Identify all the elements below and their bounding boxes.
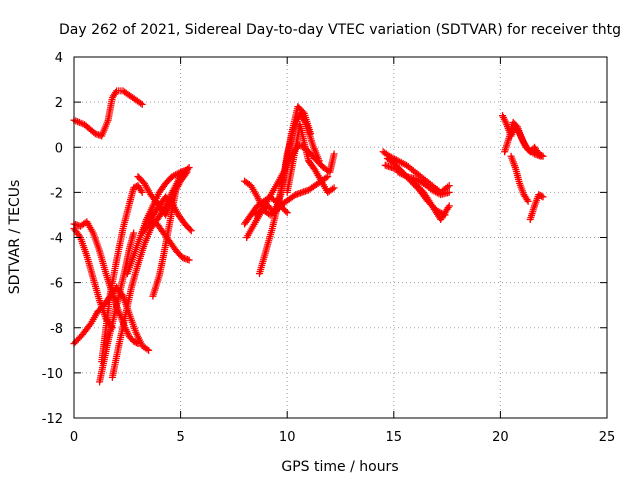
y-tick-label: 4 <box>55 51 63 66</box>
series-arc-24 <box>501 118 547 160</box>
data-point <box>137 99 145 107</box>
y-axis-label: SDTVAR / TECUs <box>7 180 23 295</box>
data-point <box>187 227 195 235</box>
data-point <box>75 232 83 240</box>
data-point <box>145 346 153 354</box>
series-arc-01 <box>70 87 146 140</box>
series-arc-22 <box>394 168 453 199</box>
data-point <box>539 152 547 160</box>
data-point <box>445 188 453 196</box>
series-arc-07 <box>108 164 193 381</box>
y-tick-label: -8 <box>50 322 63 337</box>
data-point <box>134 340 142 348</box>
series-arc-06 <box>70 224 116 332</box>
y-tick-label: -10 <box>42 367 63 382</box>
data-point <box>524 197 532 205</box>
y-tick-label: -2 <box>50 186 63 201</box>
data-point <box>183 166 191 174</box>
data-point <box>329 185 337 193</box>
axis-ticks <box>73 56 608 419</box>
y-tick-label: -12 <box>42 412 63 427</box>
series-arc-18 <box>283 121 338 196</box>
chart-title: Day 262 of 2021, Sidereal Day-to-day VTE… <box>59 22 621 38</box>
series-arc-17 <box>255 103 315 278</box>
data-point <box>107 322 115 330</box>
y-tick-label: -4 <box>50 232 63 247</box>
data-point <box>283 209 291 217</box>
series-arc-12 <box>123 166 191 278</box>
data-point <box>185 256 193 264</box>
data-point <box>322 174 330 182</box>
data-point <box>315 157 323 165</box>
data-point <box>138 188 146 196</box>
x-tick-label: 10 <box>279 430 296 445</box>
plot-frame <box>73 56 608 419</box>
x-tick-label: 0 <box>70 430 78 445</box>
data-point <box>133 339 141 347</box>
x-tick-label: 5 <box>176 430 184 445</box>
data-point <box>330 150 338 158</box>
y-tick-label: -6 <box>50 277 63 292</box>
y-tick-label: 2 <box>55 96 63 111</box>
data-point <box>445 182 453 190</box>
data-point <box>143 345 151 353</box>
data-point <box>307 130 315 138</box>
data-markers <box>70 87 547 386</box>
x-axis-label: GPS time / hours <box>281 459 398 475</box>
x-tick-label: 15 <box>386 430 403 445</box>
series-arc-25 <box>507 152 532 205</box>
data-point <box>538 192 546 200</box>
data-point <box>330 184 338 192</box>
data-point <box>186 225 194 233</box>
data-point <box>130 229 138 237</box>
data-point <box>539 193 547 201</box>
series-arc-26 <box>526 191 547 223</box>
data-point <box>138 100 146 108</box>
data-point <box>538 152 546 160</box>
data-point <box>282 207 290 215</box>
grid-lines <box>74 57 607 418</box>
series-arc-11 <box>149 168 185 300</box>
x-tick-label: 20 <box>492 430 509 445</box>
data-point <box>108 324 116 332</box>
y-tick-label: 0 <box>55 141 63 156</box>
x-tick-label: 25 <box>599 430 616 445</box>
data-point <box>445 202 453 210</box>
